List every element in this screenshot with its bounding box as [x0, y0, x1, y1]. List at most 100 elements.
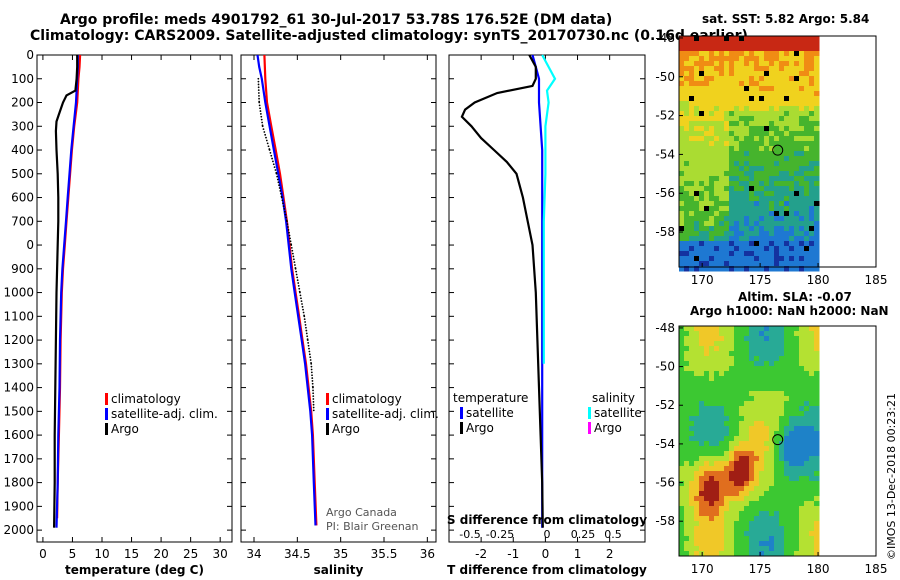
- map-cell: [714, 356, 720, 362]
- map-cell: [794, 101, 800, 107]
- map-cell: [749, 256, 755, 262]
- map-cell: [774, 246, 780, 252]
- map-cell: [709, 251, 715, 257]
- map-cell: [724, 136, 730, 142]
- map-cell: [764, 46, 770, 52]
- map-cell: [779, 516, 785, 522]
- map-cell: [699, 406, 705, 412]
- map-cell: [679, 396, 685, 402]
- map-cell: [814, 436, 820, 442]
- map-cell: [769, 86, 775, 92]
- map-cell: [814, 251, 820, 257]
- map-cell: [679, 66, 685, 72]
- map-cell: [794, 406, 800, 412]
- map-cell: [739, 466, 745, 472]
- map-cell: [779, 231, 785, 237]
- salinity-series-point: [311, 380, 314, 382]
- map-cell: [804, 471, 810, 477]
- map-cell: [679, 416, 685, 422]
- map-cell: [754, 86, 760, 92]
- map-cell: [714, 391, 720, 397]
- map-cell: [729, 441, 735, 447]
- map-cell: [724, 336, 730, 342]
- map-cell: [799, 81, 805, 87]
- map-cell: [684, 86, 690, 92]
- map-cell: [684, 76, 690, 82]
- map-cell: [789, 206, 795, 212]
- map-cell: [814, 446, 820, 452]
- map-cell: [704, 396, 710, 402]
- salinity-series-point: [282, 205, 285, 207]
- map-cell: [704, 76, 710, 82]
- map-cell: [739, 86, 745, 92]
- map-cell: [809, 111, 815, 117]
- map-cell: [719, 486, 725, 492]
- map-cell: [799, 541, 805, 547]
- map-cell: [729, 506, 735, 512]
- map-cell: [719, 151, 725, 157]
- map-cell: [764, 371, 770, 377]
- map-cell: [709, 206, 715, 212]
- sla-map-frame: [678, 325, 877, 557]
- map-cell: [769, 46, 775, 52]
- map-cell: [679, 186, 685, 192]
- map-cell: [749, 426, 755, 432]
- map-cell: [774, 146, 780, 152]
- map-cell: [699, 451, 705, 457]
- map-cell: [699, 146, 705, 152]
- map-cell: [694, 76, 700, 82]
- map-cell: [784, 431, 790, 437]
- map-cell: [734, 121, 740, 127]
- map-cell: [794, 196, 800, 202]
- map-cell: [699, 416, 705, 422]
- map-cell: [774, 116, 780, 122]
- map-cell: [759, 156, 765, 162]
- map-cell: [704, 331, 710, 337]
- map-cell: [704, 371, 710, 377]
- map-cell: [719, 91, 725, 97]
- map-cell: [719, 331, 725, 337]
- map-cell: [689, 206, 695, 212]
- map-cell: [784, 121, 790, 127]
- salinity-series-point: [276, 178, 279, 181]
- map-cell: [749, 66, 755, 72]
- salinity-series-point: [257, 77, 260, 80]
- diff-legend-title-salinity: salinity: [592, 391, 635, 405]
- map-cell: [734, 96, 740, 102]
- map-cell: [699, 171, 705, 177]
- map-cell: [814, 506, 820, 512]
- map-cell: [714, 536, 720, 542]
- map-cell: [719, 231, 725, 237]
- map-cell: [769, 56, 775, 62]
- map-cell: [784, 496, 790, 502]
- map-cell: [769, 421, 775, 427]
- map-cell: [724, 126, 730, 132]
- map-cell: [734, 406, 740, 412]
- map-cell: [804, 351, 810, 357]
- map-cell: [704, 461, 710, 467]
- map-cell: [774, 361, 780, 367]
- map-cell: [774, 396, 780, 402]
- map-cell: [764, 546, 770, 552]
- map-cell: [699, 466, 705, 472]
- map-cell: [814, 201, 820, 207]
- map-cell: [764, 231, 770, 237]
- map-cell: [794, 391, 800, 397]
- map-cell: [684, 466, 690, 472]
- map-cell: [734, 236, 740, 242]
- map-cell: [809, 196, 815, 202]
- map-cell: [724, 171, 730, 177]
- map-cell: [774, 36, 780, 42]
- map-cell: [739, 121, 745, 127]
- map-cell: [684, 91, 690, 97]
- map-cell: [739, 41, 745, 47]
- map-cell: [694, 401, 700, 407]
- map-cell: [709, 201, 715, 207]
- map-cell: [799, 446, 805, 452]
- map-cell: [719, 461, 725, 467]
- map-cell: [689, 111, 695, 117]
- map-cell: [734, 436, 740, 442]
- map-cell: [729, 421, 735, 427]
- map-cell: [774, 231, 780, 237]
- salinity-series-point: [309, 359, 312, 361]
